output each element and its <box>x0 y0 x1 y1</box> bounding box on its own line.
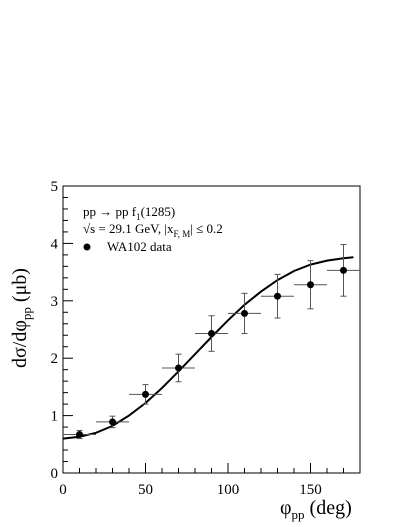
legend-marker <box>83 243 91 251</box>
reaction-annotation: pp → pp f1(1285) <box>83 204 175 222</box>
data-marker <box>274 292 281 300</box>
data-marker <box>307 281 314 289</box>
data-point <box>162 353 195 383</box>
data-point <box>228 292 261 335</box>
y-tick-label: 4 <box>51 236 59 252</box>
data-marker <box>175 364 182 372</box>
data-point <box>294 260 327 310</box>
x-axis-title: φpp (deg) <box>280 497 352 522</box>
data-marker <box>241 309 248 317</box>
y-tick-label: 1 <box>51 409 59 425</box>
y-tick-label: 2 <box>51 351 59 367</box>
axis-ticks <box>62 185 361 474</box>
x-tick-label: 0 <box>59 482 67 498</box>
data-point <box>195 315 228 352</box>
data-marker <box>340 266 347 274</box>
data-marker <box>76 431 83 439</box>
data-points-layer <box>63 244 360 440</box>
tick-labels: 0 50 100 150 0 1 2 3 4 5 <box>51 179 322 498</box>
data-point <box>96 415 129 429</box>
energy-annotation: √s = 29.1 GeV, |xF, M| ≤ 0.2 <box>83 221 223 239</box>
data-marker <box>109 418 116 426</box>
data-point <box>63 430 96 440</box>
x-tick-label: 100 <box>217 482 240 498</box>
y-tick-label: 0 <box>51 466 59 482</box>
x-tick-label: 50 <box>138 482 153 498</box>
y-tick-label: 3 <box>51 294 59 310</box>
legend-label: WA102 data <box>107 239 172 254</box>
data-marker <box>142 390 149 398</box>
x-tick-label: 150 <box>299 482 322 498</box>
y-tick-label: 5 <box>51 179 59 195</box>
data-marker <box>208 330 215 338</box>
data-point <box>327 244 360 297</box>
y-axis-title: dσ/dφpp (μb) <box>9 268 34 368</box>
data-point <box>261 273 294 319</box>
data-point <box>129 384 162 405</box>
